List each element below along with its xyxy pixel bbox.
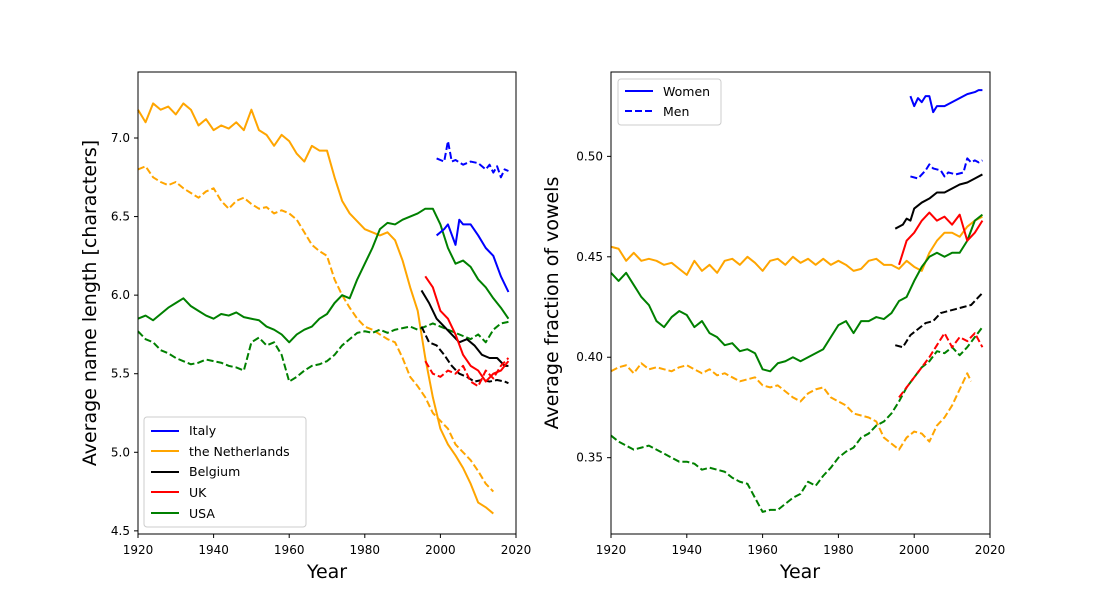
series-line-3-dashed (137, 320, 509, 383)
series-line-5-dashed (910, 157, 983, 180)
y-tick-label: 6.0 (111, 288, 130, 302)
legend-left: Italy the Netherlands Belgium UK USA (143, 416, 307, 528)
series-line-7-dashed (894, 292, 984, 349)
legend-label-uk: UK (189, 485, 207, 500)
series-line-6-solid (894, 173, 983, 230)
y-axis-label-left: Average name length [characters] (79, 140, 101, 466)
chart-left: 1920 1940 1960 1980 2000 2020 4.5 5.0 5.5 6.0 6.5 7… (79, 71, 531, 583)
chart-right: 1920 1940 1960 1980 2000 2020 0.35 0.40 0.45 0.50… (541, 71, 1005, 583)
series-line-1-dashed (610, 362, 972, 451)
legend-label-italy: Italy (189, 423, 217, 438)
axes-frame-right (610, 71, 991, 535)
plot-lines-right (610, 89, 984, 513)
x-axis-label-left: Year (306, 561, 347, 583)
series-line-1-dashed (137, 165, 495, 493)
x-tick-label: 2020 (975, 543, 1006, 557)
series-line-0-solid (137, 102, 494, 515)
x-tick-label: 1920 (123, 543, 154, 557)
legend-label-usa: USA (189, 506, 215, 521)
plot-area-right (611, 72, 990, 534)
x-tick-label: 1940 (672, 543, 703, 557)
y-tick-label: 4.5 (111, 524, 130, 538)
x-tick-label: 2000 (425, 543, 456, 557)
series-line-9-dashed (424, 357, 510, 388)
legend-label-men: Men (663, 104, 689, 119)
x-tick-label: 1920 (596, 543, 627, 557)
legend-label-women: Women (663, 84, 710, 99)
series-line-4-solid (435, 218, 510, 293)
y-tick-label: 7.0 (111, 131, 130, 145)
y-tick-label: 5.0 (111, 445, 130, 459)
plot-lines-left (137, 102, 510, 515)
legend-label-belgium: Belgium (189, 464, 240, 479)
series-line-7-dashed (420, 326, 509, 385)
series-line-9-dashed (898, 332, 984, 399)
ticks-right: 1920 1940 1960 1980 2000 2020 0.35 0.40 0.45 0.50 (576, 149, 1005, 557)
ticks-left: 1920 1940 1960 1980 2000 2020 4.5 5.0 5.5 6.0 6.5 7… (111, 131, 531, 557)
x-tick-label: 2020 (501, 543, 532, 557)
series-line-6-solid (420, 289, 509, 367)
y-axis-label-right: Average fraction of vowels (541, 177, 563, 430)
series-line-4-solid (909, 89, 983, 114)
x-tick-label: 1980 (350, 543, 381, 557)
y-tick-label: 0.50 (576, 149, 603, 163)
legend-box-left (143, 416, 307, 528)
axes-frame-left (137, 71, 517, 535)
series-line-8-solid (424, 275, 510, 383)
legend-right: Women Men (617, 78, 722, 126)
x-tick-label: 2000 (899, 543, 930, 557)
y-tick-label: 5.5 (111, 367, 130, 381)
series-line-2-solid (137, 207, 510, 344)
series-line-3-dashed (610, 326, 984, 513)
series-line-5-dashed (436, 140, 509, 179)
x-axis-label-right: Year (779, 561, 820, 583)
y-tick-label: 6.5 (111, 210, 130, 224)
series-line-2-solid (610, 213, 984, 373)
x-tick-label: 1980 (823, 543, 854, 557)
x-tick-label: 1940 (198, 543, 229, 557)
legend-label-netherlands: the Netherlands (189, 444, 290, 459)
y-tick-label: 0.40 (576, 350, 603, 364)
series-line-8-solid (898, 211, 984, 266)
x-tick-label: 1960 (274, 543, 305, 557)
y-tick-label: 0.45 (576, 250, 603, 264)
y-tick-label: 0.35 (576, 451, 603, 465)
x-tick-label: 1960 (747, 543, 778, 557)
